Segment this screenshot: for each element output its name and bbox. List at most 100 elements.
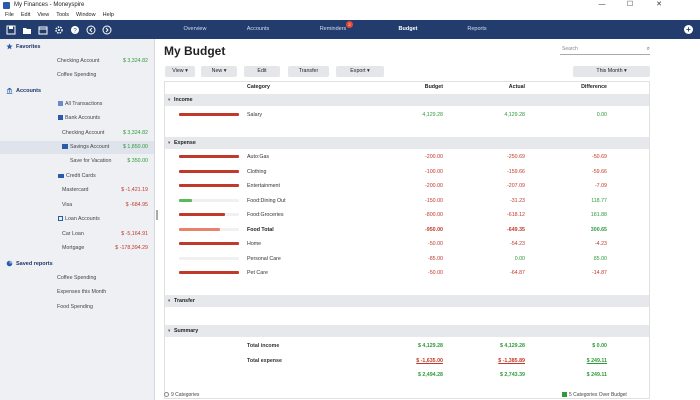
table-row[interactable]: Food:Dining Out -150.00 -31.23 118.77 xyxy=(165,194,649,208)
transfer-button[interactable]: Transfer xyxy=(288,66,329,77)
column-header-difference[interactable]: Difference xyxy=(581,84,607,90)
tab-reminders[interactable]: Reminders 2 xyxy=(303,20,363,39)
summary-actual-cell: $ -1,385.89 xyxy=(498,357,525,364)
budget-cell: -950.00 xyxy=(425,226,443,233)
category-cell: Auto:Gas xyxy=(247,154,270,160)
sidebar-item-visa[interactable]: Visa xyxy=(62,202,73,208)
summary-row: $ 2,494.28 $ 2,743.39 $ 249.11 xyxy=(165,368,649,382)
sidebar-item-checking[interactable]: Checking Account xyxy=(62,130,105,136)
maximize-button[interactable]: ☐ xyxy=(626,1,634,8)
table-row[interactable]: Pet Care -50.00 -64.87 -14.87 xyxy=(165,266,649,280)
category-cell: Food:Groceries xyxy=(247,212,284,218)
sidebar-item-coffee-fav[interactable]: Coffee Spending xyxy=(57,72,97,78)
table-row[interactable]: Food:Groceries -800.00 -618.12 181.88 xyxy=(165,208,649,222)
column-header-budget[interactable]: Budget xyxy=(424,84,443,90)
budget-cell: -200.00 xyxy=(425,183,443,189)
forward-arrow-icon[interactable] xyxy=(101,24,112,35)
accounts-header[interactable]: Accounts xyxy=(6,87,41,94)
budget-progress-fill xyxy=(179,271,239,274)
table-row[interactable]: Entertainment -200.00 -207.09 -7.09 xyxy=(165,179,649,193)
difference-cell: 181.88 xyxy=(590,212,607,218)
menu-view[interactable]: View xyxy=(37,12,50,18)
budget-progress-fill xyxy=(179,242,239,245)
report-icon xyxy=(6,260,13,267)
search-icon[interactable]: ⌕ xyxy=(646,46,650,52)
summary-difference-cell: $ 0.00 xyxy=(592,343,607,349)
menu-file[interactable]: File xyxy=(5,12,14,18)
table-row[interactable]: Auto:Gas -200.00 -250.69 -50.69 xyxy=(165,150,649,164)
minimize-button[interactable]: — xyxy=(598,1,606,8)
budget-progress-bar xyxy=(179,184,239,187)
column-header-actual[interactable]: Actual xyxy=(508,84,525,90)
tab-reminders-label: Reminders xyxy=(319,26,347,32)
budget-progress-fill xyxy=(179,213,226,216)
save-icon[interactable] xyxy=(5,24,16,35)
actual-cell: -159.66 xyxy=(507,168,525,175)
budget-progress-bar xyxy=(179,227,239,231)
group-transfer[interactable]: ▾ Transfer xyxy=(165,295,649,307)
search-input[interactable]: Search ⌕ xyxy=(560,45,650,55)
app-logo-icon xyxy=(3,1,10,9)
sidebar-report-coffee[interactable]: Coffee Spending xyxy=(57,275,97,281)
collapse-caret-icon: ▾ xyxy=(168,140,171,145)
menu-help[interactable]: Help xyxy=(102,12,114,18)
actual-cell: -54.23 xyxy=(509,241,525,247)
sidebar-report-expenses[interactable]: Expenses this Month xyxy=(57,289,107,295)
sidebar-item-car-loan[interactable]: Car Loan xyxy=(62,231,84,237)
back-arrow-icon[interactable] xyxy=(85,24,96,35)
budget-cell: -200.00 xyxy=(425,154,443,160)
sidebar-item-bank-accounts[interactable]: Bank Accounts xyxy=(58,115,100,121)
group-summary[interactable]: ▾ Summary xyxy=(165,325,649,337)
sidebar-item-vacation[interactable]: Save for Vacation xyxy=(70,158,112,164)
sidebar-report-food[interactable]: Food Spending xyxy=(57,304,93,310)
edit-button[interactable]: Edit xyxy=(244,66,280,77)
column-header-category[interactable]: Category xyxy=(247,84,270,90)
sidebar-item-savings[interactable]: Savings Account xyxy=(62,144,109,150)
menu-window[interactable]: Window xyxy=(76,12,96,18)
period-select[interactable]: This Month ▾ xyxy=(573,66,650,77)
sidebar-item-mastercard[interactable]: Mastercard xyxy=(62,187,89,193)
table-row[interactable]: Personal Care -85.00 0.00 85.00 xyxy=(165,252,649,266)
saved-reports-header[interactable]: Saved reports xyxy=(6,260,53,267)
new-button[interactable]: New ▾ xyxy=(201,66,237,77)
summary-row: Total income $ 4,129.28 $ 4,129.28 $ 0.00 xyxy=(165,339,649,353)
table-row[interactable]: Home -50.00 -54.23 -4.23 xyxy=(165,237,649,251)
sidebar-selection xyxy=(0,141,154,154)
sidebar-item-all-transactions[interactable]: All Transactions xyxy=(58,101,102,107)
tab-overview[interactable]: Overview xyxy=(183,26,207,32)
sidebar-item-credit-cards[interactable]: Credit Cards xyxy=(58,173,96,179)
menu-tools[interactable]: Tools xyxy=(56,12,70,18)
sidebar-item-mortgage[interactable]: Mortgage xyxy=(62,245,85,251)
category-cell: Salary xyxy=(247,112,263,118)
tab-budget[interactable]: Budget xyxy=(398,26,418,32)
view-button[interactable]: View ▾ xyxy=(165,66,195,77)
folder-icon[interactable] xyxy=(21,24,32,35)
close-button[interactable]: ✕ xyxy=(656,1,662,8)
table-row[interactable]: Clothing -100.00 -159.66 -59.66 xyxy=(165,165,649,179)
category-cell: Food Total xyxy=(247,226,274,233)
settings-gear-icon[interactable] xyxy=(53,24,64,35)
export-button[interactable]: Export ▾ xyxy=(336,66,384,77)
menu-edit[interactable]: Edit xyxy=(20,12,31,18)
table-row[interactable]: Salary 4,129.28 4,129.28 0.00 xyxy=(165,108,649,122)
favorites-header[interactable]: Favorites xyxy=(6,43,40,50)
total-row[interactable]: Food Total -950.00 -649.35 300.65 xyxy=(165,223,649,237)
credit-card-icon xyxy=(58,173,64,178)
tab-reports[interactable]: Reports xyxy=(467,26,487,32)
loan-icon xyxy=(58,216,63,222)
folder-small-icon xyxy=(62,144,68,150)
calendar-icon[interactable] xyxy=(37,24,48,35)
add-plus-button[interactable]: + xyxy=(684,25,693,34)
circle-icon xyxy=(164,392,169,398)
group-income[interactable]: ▾ Income xyxy=(165,94,649,106)
reminders-badge: 2 xyxy=(346,21,353,28)
collapse-caret-icon: ▾ xyxy=(168,298,171,303)
help-icon[interactable]: ? xyxy=(69,24,80,35)
sidebar-item-checking-fav[interactable]: Checking Account xyxy=(57,58,100,64)
sidebar-item-loan-accounts[interactable]: Loan Accounts xyxy=(58,216,100,222)
tab-accounts[interactable]: Accounts xyxy=(246,26,270,32)
group-expense[interactable]: ▾ Expense xyxy=(165,137,649,149)
budget-progress-fill xyxy=(179,169,239,173)
sidebar-resize-handle[interactable] xyxy=(156,210,158,220)
check-icon xyxy=(562,392,567,398)
